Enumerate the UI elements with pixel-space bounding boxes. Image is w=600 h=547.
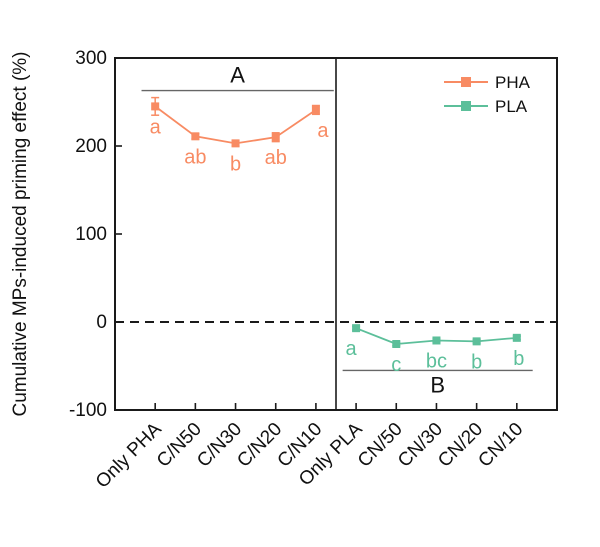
legend-marker-swatch [461, 101, 471, 111]
legend-label: PHA [495, 73, 531, 92]
pla-marker [472, 337, 481, 346]
pha-marker [311, 105, 320, 114]
x-tick-label: C/N20 [233, 419, 286, 472]
x-tick-label: C/N50 [153, 419, 206, 472]
sig-letter: bc [426, 350, 447, 372]
pha-marker [271, 133, 280, 142]
sig-letter: ab [184, 146, 206, 168]
sig-letter: ab [265, 147, 287, 169]
x-tick-label: CN/30 [394, 419, 447, 472]
x-tick-label: CN/10 [474, 419, 527, 472]
pha-marker [231, 139, 240, 148]
sig-letter: a [317, 120, 329, 142]
x-tick-label: CN/50 [354, 419, 407, 472]
group-letter-b: B [430, 372, 445, 397]
x-tick-label: C/N30 [193, 419, 246, 472]
pla-marker [352, 324, 361, 333]
pha-marker [151, 102, 160, 111]
legend-item-pha: PHA [444, 73, 531, 92]
legend-label: PLA [495, 97, 528, 116]
pla-marker [512, 333, 521, 342]
sig-letter: c [391, 354, 401, 376]
legend-item-pla: PLA [444, 97, 528, 116]
sig-letter: a [150, 116, 162, 138]
sig-letter: b [471, 351, 482, 373]
plot-border [114, 57, 558, 411]
pla-marker [392, 340, 401, 348]
legend: PHA PLA [444, 73, 531, 116]
pha-series-line [154, 105, 317, 145]
group-letter-a: A [230, 63, 245, 88]
y-tick-label: -100 [69, 400, 107, 421]
y-axis-title: Cumulative MPs-induced priming effect (%… [10, 51, 31, 416]
y-tick-label: 0 [96, 312, 107, 333]
sig-letter: b [230, 153, 241, 175]
sig-letter: a [346, 338, 358, 360]
y-tick-label: 200 [75, 136, 107, 157]
sig-letter: b [513, 348, 524, 370]
x-tick-label: CN/20 [434, 419, 487, 472]
legend-marker-swatch [461, 77, 471, 87]
y-tick-label: 300 [75, 48, 107, 69]
y-tick-label: 100 [75, 224, 107, 245]
pla-marker [432, 336, 441, 345]
pha-marker [191, 132, 200, 141]
